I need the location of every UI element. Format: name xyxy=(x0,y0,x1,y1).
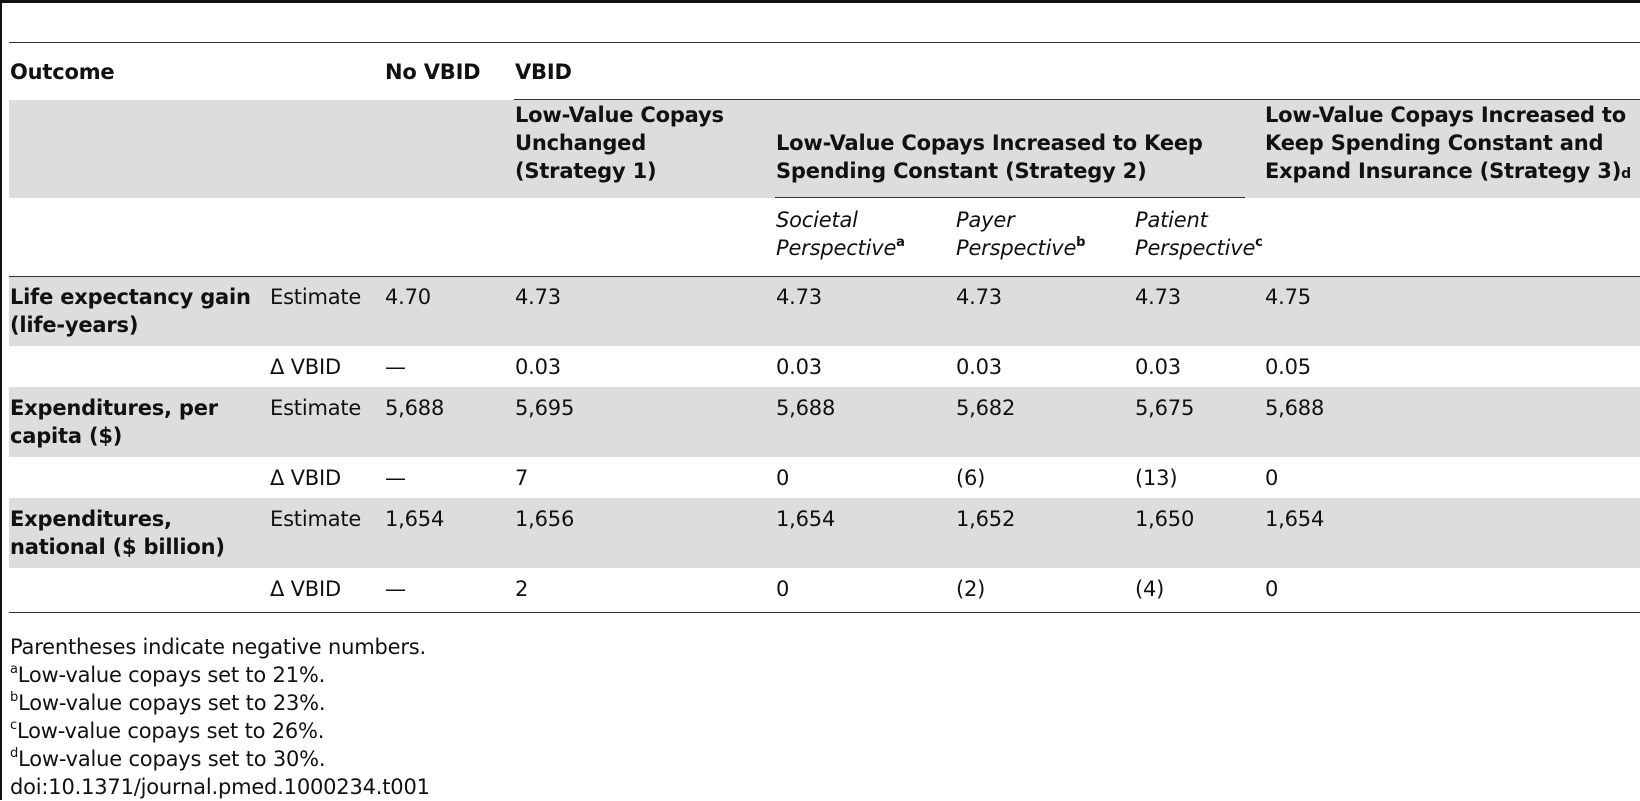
value-cell: 4.73 xyxy=(956,285,1002,309)
footnote-d: dLow-value copays set to 30%. xyxy=(10,746,326,771)
value-cell: 0 xyxy=(776,466,790,490)
value-cell: (4) xyxy=(1135,577,1165,601)
footnote-a: aLow-value copays set to 21%. xyxy=(10,662,326,687)
header-no-vbid: No VBID xyxy=(385,60,481,84)
value-cell: 0.03 xyxy=(515,355,561,379)
value-cell: 0.03 xyxy=(1135,355,1181,379)
left-border xyxy=(0,0,2,800)
measure-cell: Estimate xyxy=(270,285,362,309)
outcome-life-expectancy: Life expectancy gain (life-years) xyxy=(10,285,251,337)
table-top-rule xyxy=(9,42,1640,43)
header-vbid: VBID xyxy=(515,60,572,84)
footnote-b: bLow-value copays set to 23%. xyxy=(10,690,326,715)
value-cell: 0 xyxy=(776,577,790,601)
top-border xyxy=(0,0,1640,3)
footnote-mark-c: c xyxy=(1255,235,1263,250)
value-cell: 1,654 xyxy=(1265,507,1325,531)
value-cell: 5,688 xyxy=(1265,396,1325,420)
header-outcome: Outcome xyxy=(10,60,115,84)
value-cell: 1,652 xyxy=(956,507,1016,531)
value-cell: 4.73 xyxy=(776,285,822,309)
header-strategy1: Low-Value Copays Unchanged (Strategy 1) xyxy=(515,103,724,183)
value-cell: 0.03 xyxy=(956,355,1002,379)
header-band xyxy=(9,100,1640,198)
table-footnotes: Parentheses indicate negative numbers. a… xyxy=(10,633,430,801)
table-bottom-rule xyxy=(9,612,1640,613)
value-cell: 0.03 xyxy=(776,355,822,379)
header-strategy3: Low-Value Copays Increased to Keep Spend… xyxy=(1265,103,1631,183)
header-bottom-rule xyxy=(9,276,1640,277)
value-cell: 5,682 xyxy=(956,396,1016,420)
value-cell: 1,656 xyxy=(515,507,575,531)
measure-cell: Δ VBID xyxy=(270,577,341,601)
measure-cell: Estimate xyxy=(270,507,362,531)
footnote-mark-d: d xyxy=(1621,166,1631,182)
value-cell: 5,688 xyxy=(776,396,836,420)
value-cell: 2 xyxy=(515,577,529,601)
value-cell: 7 xyxy=(515,466,529,490)
header-payer: Payer Perspectiveb xyxy=(956,208,1086,260)
row-band-capita xyxy=(9,387,1640,457)
value-cell: 4.70 xyxy=(385,285,431,309)
value-cell: 0 xyxy=(1265,466,1279,490)
value-cell: 4.73 xyxy=(515,285,561,309)
header-societal: Societal Perspectivea xyxy=(776,208,905,260)
outcome-expenditures-national: Expenditures, national ($ billion) xyxy=(10,507,225,559)
vbid-rule xyxy=(514,99,1640,100)
value-cell: 4.73 xyxy=(1135,285,1181,309)
footnote-mark-a: a xyxy=(896,235,905,250)
value-cell: 1,654 xyxy=(385,507,445,531)
measure-cell: Estimate xyxy=(270,396,362,420)
footnote-mark-b: b xyxy=(1076,235,1086,250)
value-cell: 5,675 xyxy=(1135,396,1195,420)
value-cell: — xyxy=(385,355,406,379)
row-band-national xyxy=(9,498,1640,568)
doi-link[interactable]: doi:10.1371/journal.pmed.1000234.t001 xyxy=(10,775,430,799)
value-cell: 5,695 xyxy=(515,396,575,420)
value-cell: (13) xyxy=(1135,466,1178,490)
value-cell: 1,654 xyxy=(776,507,836,531)
value-cell: 0.05 xyxy=(1265,355,1311,379)
footnote-parentheses: Parentheses indicate negative numbers. xyxy=(10,635,426,659)
value-cell: — xyxy=(385,577,406,601)
value-cell: 1,650 xyxy=(1135,507,1195,531)
value-cell: (2) xyxy=(956,577,986,601)
value-cell: — xyxy=(385,466,406,490)
row-band-life xyxy=(9,277,1640,346)
value-cell: 5,688 xyxy=(385,396,445,420)
header-patient: Patient Perspectivec xyxy=(1135,208,1263,260)
footnote-c: cLow-value copays set to 26%. xyxy=(10,718,325,743)
outcome-expenditures-per-capita: Expenditures, per capita ($) xyxy=(10,396,218,448)
measure-cell: Δ VBID xyxy=(270,466,341,490)
strategy2-rule xyxy=(775,197,1245,198)
header-strategy2: Low-Value Copays Increased to Keep Spend… xyxy=(776,131,1203,183)
value-cell: (6) xyxy=(956,466,986,490)
value-cell: 4.75 xyxy=(1265,285,1311,309)
measure-cell: Δ VBID xyxy=(270,355,341,379)
value-cell: 0 xyxy=(1265,577,1279,601)
